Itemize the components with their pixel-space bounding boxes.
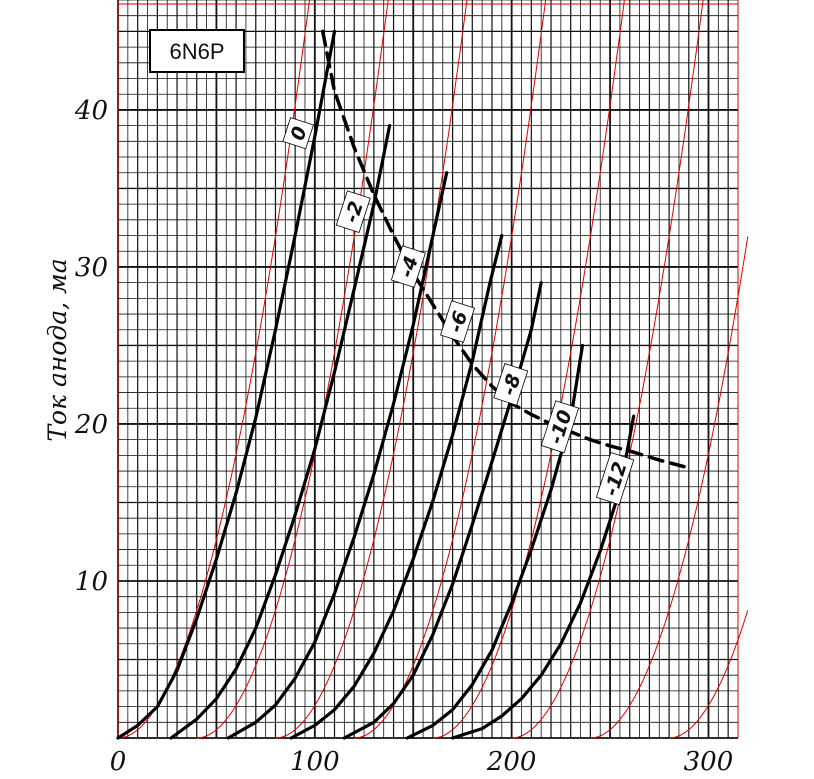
curve-label: -12 — [600, 459, 632, 498]
x-tick-label: 100 — [290, 747, 340, 777]
red-reference-curve — [354, 0, 547, 739]
curve-label-group: -2 — [335, 190, 371, 234]
y-tick-label: 20 — [74, 410, 108, 440]
red-reference-curve — [511, 0, 704, 739]
curve-labels: 0 -2 -4 -6 -8 -10 -12 — [282, 117, 635, 506]
curve-label-group: -8 — [493, 363, 529, 406]
curve-label-bg — [540, 400, 580, 454]
series-line-0 — [116, 29, 337, 740]
curve-label-bg — [493, 363, 529, 406]
curve-label-group: -6 — [440, 300, 476, 343]
red-reference-curve — [117, 0, 311, 739]
series-line--12 — [451, 414, 636, 740]
series-line--6 — [289, 233, 504, 740]
y-tick-label: 10 — [75, 567, 108, 597]
curve-label-group: 0 — [282, 117, 314, 150]
x-tick-label: 200 — [486, 747, 537, 777]
curve-label: -10 — [545, 407, 577, 446]
axes: 0 100 200 300 10 20 30 40 — [74, 96, 733, 777]
curve-label: 0 — [287, 124, 312, 143]
chart-title: 6N6P — [169, 39, 224, 64]
curve-label-bg — [282, 117, 314, 150]
curve-label-bg — [440, 300, 476, 343]
series-curves — [116, 29, 636, 740]
curve-label-bg — [595, 452, 635, 506]
curve-label-bg — [390, 245, 426, 288]
grid — [117, 0, 739, 739]
series-line--10 — [405, 343, 585, 740]
curve-label-bg — [335, 190, 371, 234]
title-box: 6N6P — [149, 29, 245, 73]
load-line — [320, 29, 691, 470]
red-reference-curve — [432, 0, 625, 739]
x-tick-label: 300 — [684, 747, 734, 777]
y-axis-label: Ток анода, ма — [43, 258, 72, 441]
curve-label-group: -12 — [595, 452, 635, 506]
red-reference-curve — [669, 610, 749, 739]
series-line--4 — [226, 171, 449, 740]
y-tick-label: 30 — [75, 253, 108, 283]
load-line-path — [320, 29, 691, 470]
y-tick-label: 40 — [74, 96, 108, 126]
red-reference-curve — [590, 236, 749, 739]
curve-label-group: -4 — [390, 245, 426, 288]
x-tick-label: 0 — [110, 747, 127, 777]
series-line--2 — [169, 123, 392, 740]
